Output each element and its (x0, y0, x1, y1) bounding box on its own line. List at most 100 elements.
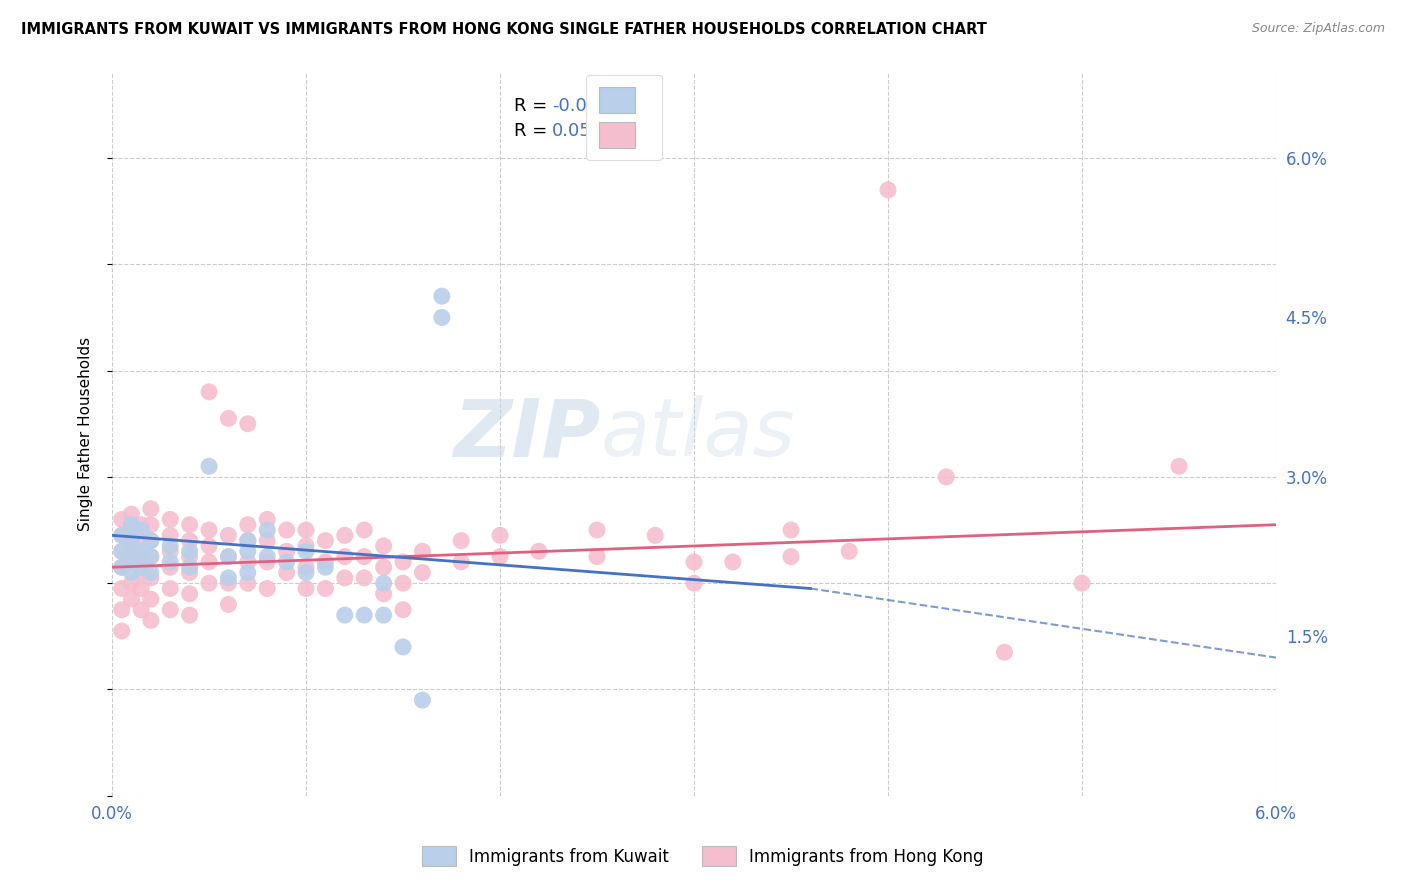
Point (159, 544, 181, 558)
Point (373, 608, 395, 623)
Point (111, 528, 134, 542)
Point (179, 533, 201, 548)
Point (179, 587, 201, 601)
Point (129, 544, 152, 558)
Point (236, 566, 259, 580)
Point (295, 582, 318, 596)
Legend: Immigrants from Kuwait, Immigrants from Hong Kong: Immigrants from Kuwait, Immigrants from … (415, 838, 991, 875)
Point (198, 384, 221, 399)
Point (683, 555, 706, 569)
Y-axis label: Single Father Households: Single Father Households (79, 337, 93, 532)
Point (129, 517, 152, 532)
Text: IMMIGRANTS FROM KUWAIT VS IMMIGRANTS FROM HONG KONG SINGLE FATHER HOUSEHOLDS COR: IMMIGRANTS FROM KUWAIT VS IMMIGRANTS FRO… (21, 22, 987, 37)
Point (373, 576, 395, 591)
Point (392, 576, 415, 591)
Point (179, 560, 201, 574)
Point (120, 517, 142, 532)
Point (236, 517, 259, 532)
Point (333, 608, 356, 623)
Point (256, 555, 278, 569)
Point (198, 539, 221, 553)
Point (314, 555, 336, 569)
Point (120, 592, 142, 607)
Point (139, 501, 162, 516)
Point (838, 544, 860, 558)
Point (411, 544, 433, 558)
Point (129, 560, 152, 574)
Point (236, 533, 259, 548)
Point (139, 533, 162, 548)
Point (198, 555, 221, 569)
Point (236, 544, 259, 558)
Point (111, 544, 134, 558)
Point (276, 523, 298, 537)
Point (111, 560, 134, 574)
Point (129, 533, 152, 548)
Point (586, 549, 609, 564)
Text: 99: 99 (634, 122, 658, 140)
Point (159, 512, 181, 526)
Point (256, 549, 278, 564)
Point (314, 560, 336, 574)
Point (139, 592, 162, 607)
Point (780, 523, 803, 537)
Point (353, 571, 375, 585)
Point (256, 523, 278, 537)
Point (139, 571, 162, 585)
Point (935, 470, 957, 484)
Text: 36: 36 (634, 96, 658, 114)
Point (129, 566, 152, 580)
Point (139, 549, 162, 564)
Point (373, 539, 395, 553)
Point (159, 528, 181, 542)
Point (217, 528, 239, 542)
Point (217, 598, 239, 612)
Point (1168, 459, 1191, 474)
Point (256, 582, 278, 596)
Point (159, 603, 181, 617)
Point (159, 560, 181, 574)
Point (683, 576, 706, 591)
Point (373, 560, 395, 574)
Point (295, 566, 318, 580)
Point (179, 517, 201, 532)
Point (353, 549, 375, 564)
Text: N =: N = (600, 122, 652, 140)
Point (120, 549, 142, 564)
Point (179, 544, 201, 558)
Point (295, 544, 318, 558)
Point (217, 411, 239, 425)
Point (333, 571, 356, 585)
Point (1071, 576, 1094, 591)
Point (129, 582, 152, 596)
Point (276, 555, 298, 569)
Point (217, 571, 239, 585)
Text: ZIP: ZIP (454, 395, 600, 474)
Point (139, 549, 162, 564)
Point (111, 512, 134, 526)
Point (586, 523, 609, 537)
Point (139, 533, 162, 548)
Point (120, 555, 142, 569)
Point (276, 544, 298, 558)
Point (111, 603, 134, 617)
Point (256, 512, 278, 526)
Point (217, 576, 239, 591)
Point (217, 549, 239, 564)
Point (993, 645, 1015, 659)
Point (236, 576, 259, 591)
Text: R =: R = (513, 122, 553, 140)
Point (780, 549, 803, 564)
Point (236, 555, 259, 569)
Point (353, 608, 375, 623)
Point (450, 533, 472, 548)
Point (120, 507, 142, 521)
Legend: , : , (586, 75, 662, 161)
Point (314, 533, 336, 548)
Point (236, 533, 259, 548)
Point (392, 555, 415, 569)
Point (120, 539, 142, 553)
Point (111, 582, 134, 596)
Point (198, 459, 221, 474)
Point (392, 640, 415, 654)
